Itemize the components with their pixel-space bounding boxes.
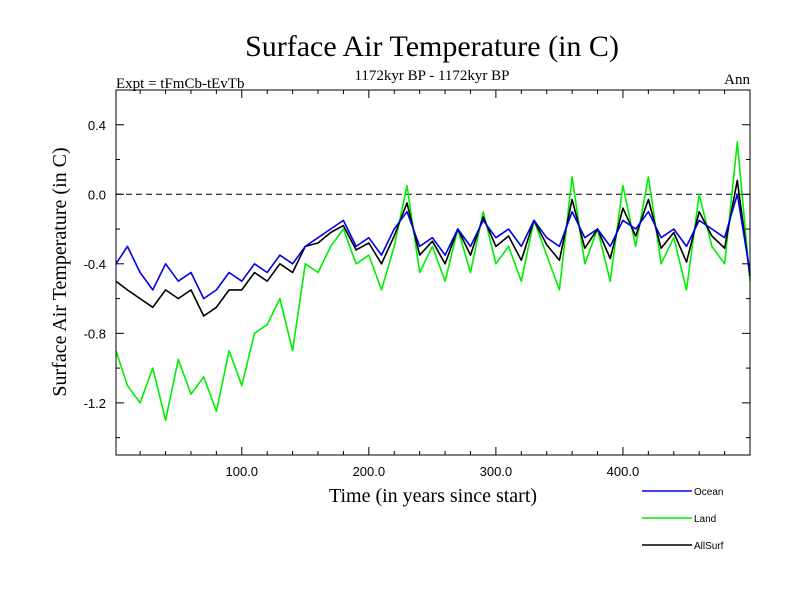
y-axis-label: Surface Air Temperature (in C) <box>49 147 71 396</box>
y-tick-label: 0.0 <box>88 187 106 202</box>
legend-label-ocean: Ocean <box>694 487 723 498</box>
x-tick-label: 300.0 <box>480 464 513 479</box>
legend: Ocean Land AllSurf <box>642 487 724 552</box>
experiment-label: Expt = tFmCb-tEvTb <box>116 76 244 92</box>
legend-label-allsurf: AllSurf <box>694 541 724 552</box>
x-tick-label: 200.0 <box>353 464 386 479</box>
series-line-ocean <box>115 193 751 300</box>
x-tick-label: 100.0 <box>226 464 259 479</box>
y-tick-label: -0.4 <box>84 257 106 272</box>
chart-subtitle: 1172kyr BP - 1172kyr BP <box>354 68 509 84</box>
x-axis-label: Time (in years since start) <box>329 485 537 507</box>
y-tick-label: 0.4 <box>88 118 106 133</box>
y-tick-label: -1.2 <box>84 396 106 411</box>
x-tick-label: 400.0 <box>607 464 640 479</box>
season-label: Ann <box>724 72 750 88</box>
chart-title: Surface Air Temperature (in C) <box>245 30 619 63</box>
series-line-allsurf <box>115 179 751 317</box>
plot-frame <box>115 89 751 456</box>
y-tick-label: -0.8 <box>84 326 106 341</box>
series-line-land <box>115 141 751 422</box>
legend-label-land: Land <box>694 514 716 525</box>
